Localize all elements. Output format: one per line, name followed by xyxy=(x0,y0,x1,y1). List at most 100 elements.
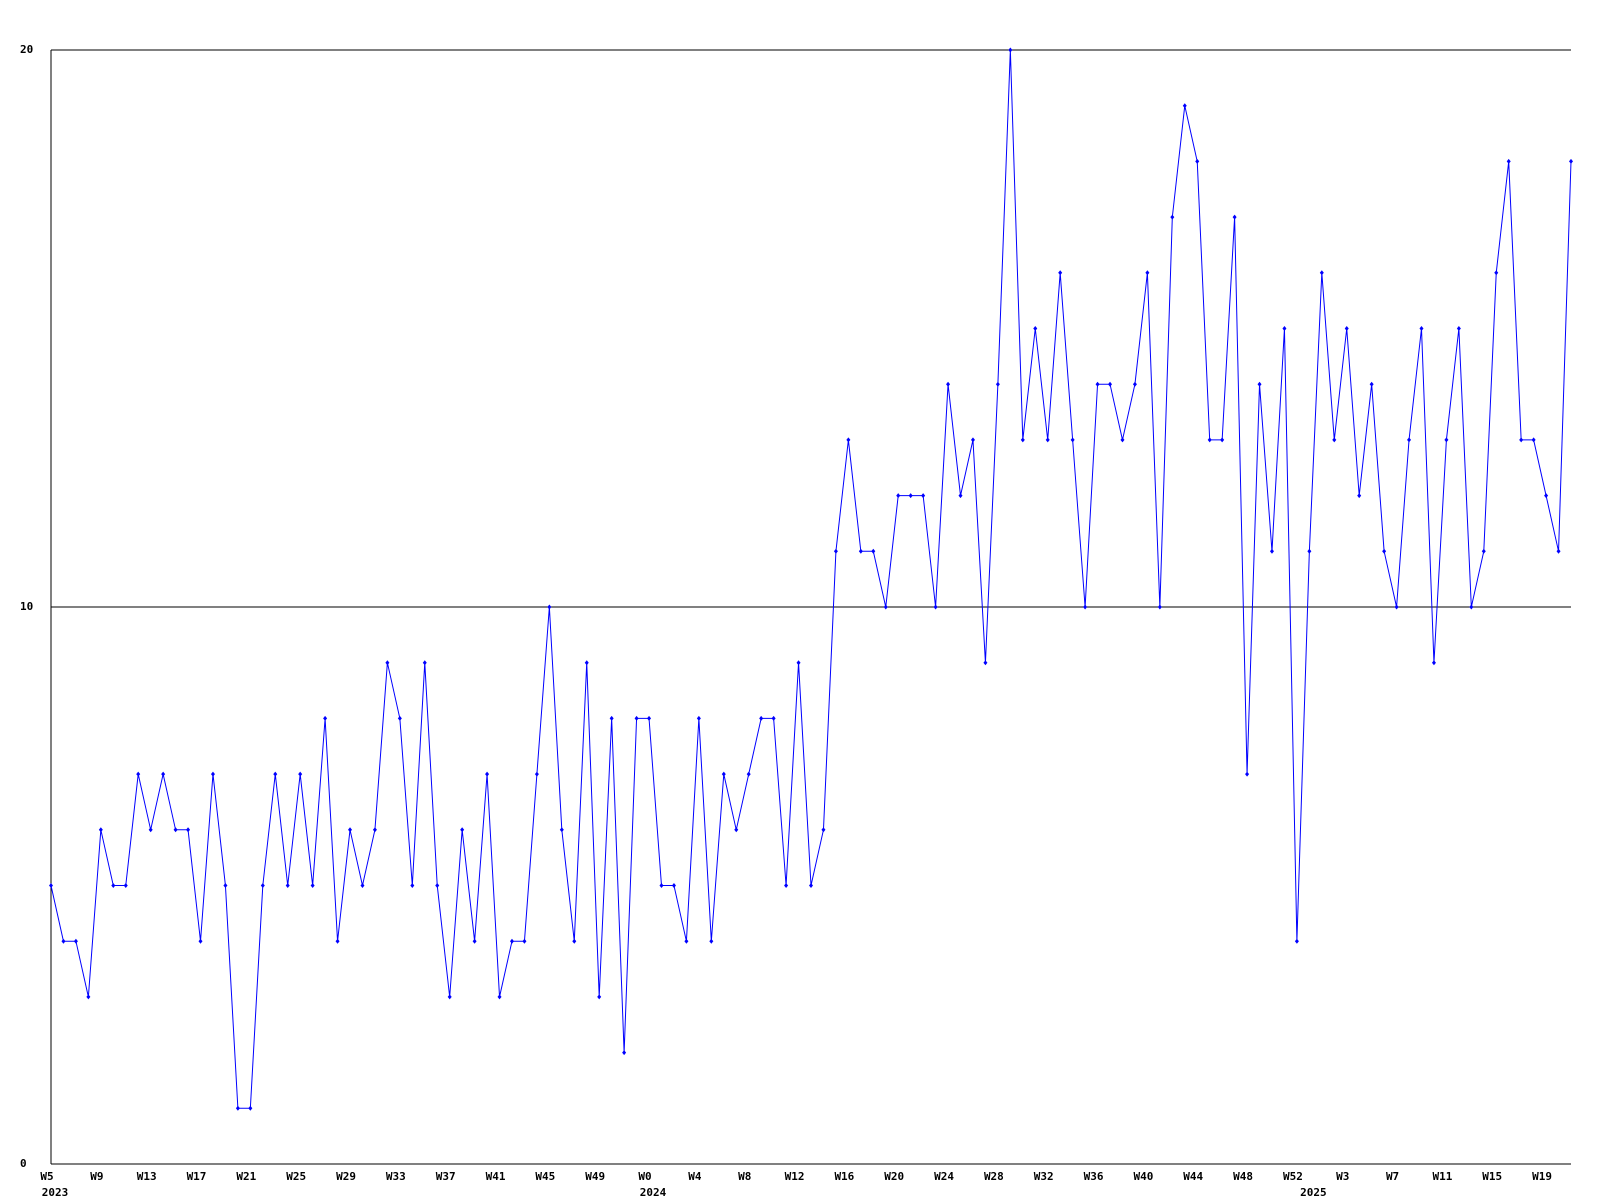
data-point xyxy=(485,771,490,777)
data-point xyxy=(1294,938,1299,944)
x-tick-label: W29 xyxy=(336,1170,356,1183)
data-point xyxy=(1020,437,1025,443)
data-point xyxy=(759,715,764,721)
x-tick-label: W7 xyxy=(1386,1170,1399,1183)
data-point xyxy=(173,827,178,833)
data-point xyxy=(372,827,377,833)
data-point xyxy=(584,660,589,666)
x-tick-label: W13 xyxy=(137,1170,157,1183)
data-point xyxy=(422,660,427,666)
data-point xyxy=(298,771,303,777)
data-point xyxy=(248,1105,253,1111)
data-point xyxy=(858,548,863,554)
data-point xyxy=(784,883,789,888)
x-tick-label: W0 xyxy=(638,1170,651,1183)
data-point xyxy=(323,715,328,721)
data-point xyxy=(809,883,813,888)
data-point xyxy=(385,660,390,666)
data-point xyxy=(995,381,1000,387)
data-point xyxy=(1207,437,1212,443)
data-point xyxy=(223,883,228,888)
data-point xyxy=(360,883,365,888)
data-point xyxy=(883,604,888,610)
data-point xyxy=(1232,214,1237,220)
data-point xyxy=(1469,604,1474,610)
data-point xyxy=(98,827,103,833)
data-point xyxy=(1556,548,1561,554)
data-point xyxy=(285,883,290,888)
y-tick-label: 10 xyxy=(20,600,33,613)
x-tick-label: W11 xyxy=(1432,1170,1452,1183)
data-point xyxy=(1095,381,1100,387)
data-point xyxy=(1369,381,1374,387)
data-point xyxy=(1344,326,1349,331)
data-point xyxy=(509,938,514,944)
data-point xyxy=(522,938,527,944)
data-point xyxy=(647,715,652,721)
data-point xyxy=(946,381,951,387)
x-tick-label: W44 xyxy=(1183,1170,1203,1183)
data-point xyxy=(111,883,116,888)
data-point xyxy=(896,493,901,499)
data-point xyxy=(1282,326,1287,331)
data-point xyxy=(634,715,639,721)
data-point xyxy=(1394,604,1399,610)
data-point xyxy=(1494,270,1499,276)
data-point xyxy=(1182,103,1187,109)
x-tick-label: W8 xyxy=(738,1170,751,1183)
data-point xyxy=(1108,381,1113,387)
data-point xyxy=(547,604,552,610)
data-point xyxy=(1045,437,1050,443)
x-tick-label: W20 xyxy=(884,1170,904,1183)
data-point xyxy=(1220,437,1225,443)
x-tick-label: W4 xyxy=(688,1170,702,1183)
x-tick-label: W52 xyxy=(1283,1170,1303,1183)
x-tick-label: W5 xyxy=(40,1170,53,1183)
data-point xyxy=(348,827,353,833)
data-point xyxy=(1506,158,1511,164)
data-point xyxy=(472,938,477,944)
data-point xyxy=(1456,326,1461,331)
x-tick-label: W12 xyxy=(785,1170,805,1183)
data-point xyxy=(846,437,851,443)
x-tick-label: W25 xyxy=(286,1170,306,1183)
data-point xyxy=(1357,493,1362,499)
data-point xyxy=(1157,604,1162,610)
x-tick-label: W37 xyxy=(436,1170,456,1183)
x-tick-label: W41 xyxy=(486,1170,506,1183)
data-point xyxy=(1245,771,1250,777)
data-point xyxy=(597,994,602,1000)
data-point xyxy=(447,994,452,1000)
x-tick-label: W9 xyxy=(90,1170,103,1183)
data-point xyxy=(335,938,340,944)
data-point xyxy=(86,994,91,1000)
data-point xyxy=(410,883,415,888)
data-point xyxy=(1008,47,1013,53)
x-tick-label: W28 xyxy=(984,1170,1004,1183)
x-group-label: 2024 xyxy=(640,1186,667,1199)
data-point xyxy=(746,771,751,777)
x-tick-label: W33 xyxy=(386,1170,406,1183)
data-point xyxy=(970,437,975,443)
data-point xyxy=(983,660,988,666)
data-point xyxy=(921,493,926,499)
x-group-label: 2025 xyxy=(1300,1186,1327,1199)
data-point xyxy=(1332,437,1337,443)
data-point xyxy=(609,715,614,721)
data-point xyxy=(273,771,278,777)
data-point xyxy=(136,771,141,777)
data-point xyxy=(821,827,826,833)
data-point xyxy=(534,771,539,777)
data-point xyxy=(696,715,701,721)
data-point xyxy=(1070,437,1075,443)
data-line xyxy=(50,49,1572,1109)
x-tick-label: W21 xyxy=(236,1170,256,1183)
y-tick-label: 0 xyxy=(20,1157,27,1170)
x-tick-label: W3 xyxy=(1336,1170,1349,1183)
x-tick-label: W49 xyxy=(585,1170,605,1183)
data-point xyxy=(161,771,166,777)
data-point xyxy=(908,493,913,499)
data-point xyxy=(61,938,66,944)
x-tick-label: W36 xyxy=(1084,1170,1104,1183)
